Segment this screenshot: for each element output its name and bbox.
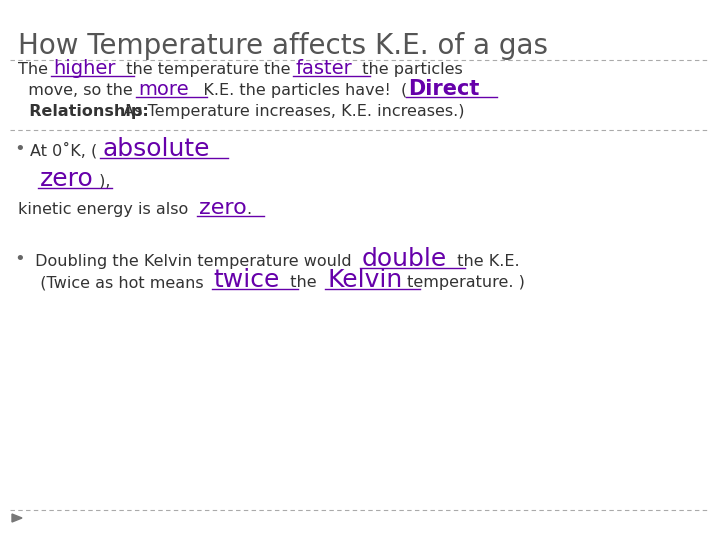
Text: more: more	[138, 80, 189, 99]
Text: .: .	[246, 202, 251, 217]
Text: As Temperature increases, K.E. increases.): As Temperature increases, K.E. increases…	[113, 104, 464, 119]
Text: the: the	[280, 275, 327, 290]
Text: (Twice as hot means: (Twice as hot means	[30, 275, 214, 290]
Text: Kelvin: Kelvin	[327, 268, 402, 292]
Text: absolute: absolute	[102, 137, 210, 161]
Text: temperature. ): temperature. )	[402, 275, 526, 290]
Text: kinetic energy is also: kinetic energy is also	[18, 202, 199, 217]
Text: the particles: the particles	[352, 62, 463, 77]
Text: zero: zero	[40, 167, 94, 191]
Text: higher: higher	[53, 59, 116, 78]
Text: At 0˚K, (: At 0˚K, (	[30, 143, 102, 159]
Text: Doubling the Kelvin temperature would: Doubling the Kelvin temperature would	[30, 254, 362, 269]
Text: Direct: Direct	[408, 79, 479, 99]
Text: K.E. the particles have!  (: K.E. the particles have! (	[189, 83, 408, 98]
Text: the temperature the: the temperature the	[116, 62, 295, 77]
Text: double: double	[362, 247, 447, 271]
Text: How Temperature affects K.E. of a gas: How Temperature affects K.E. of a gas	[18, 32, 548, 60]
Text: faster: faster	[295, 59, 352, 78]
Text: The: The	[18, 62, 53, 77]
Text: move, so the: move, so the	[18, 83, 138, 98]
Text: the K.E.: the K.E.	[447, 254, 520, 269]
Text: •: •	[14, 140, 24, 158]
Text: twice: twice	[214, 268, 280, 292]
Text: •: •	[14, 250, 24, 268]
Text: ),: ),	[94, 174, 110, 189]
Text: zero: zero	[199, 198, 246, 218]
Polygon shape	[12, 514, 22, 522]
Text: Relationship:: Relationship:	[18, 104, 149, 119]
